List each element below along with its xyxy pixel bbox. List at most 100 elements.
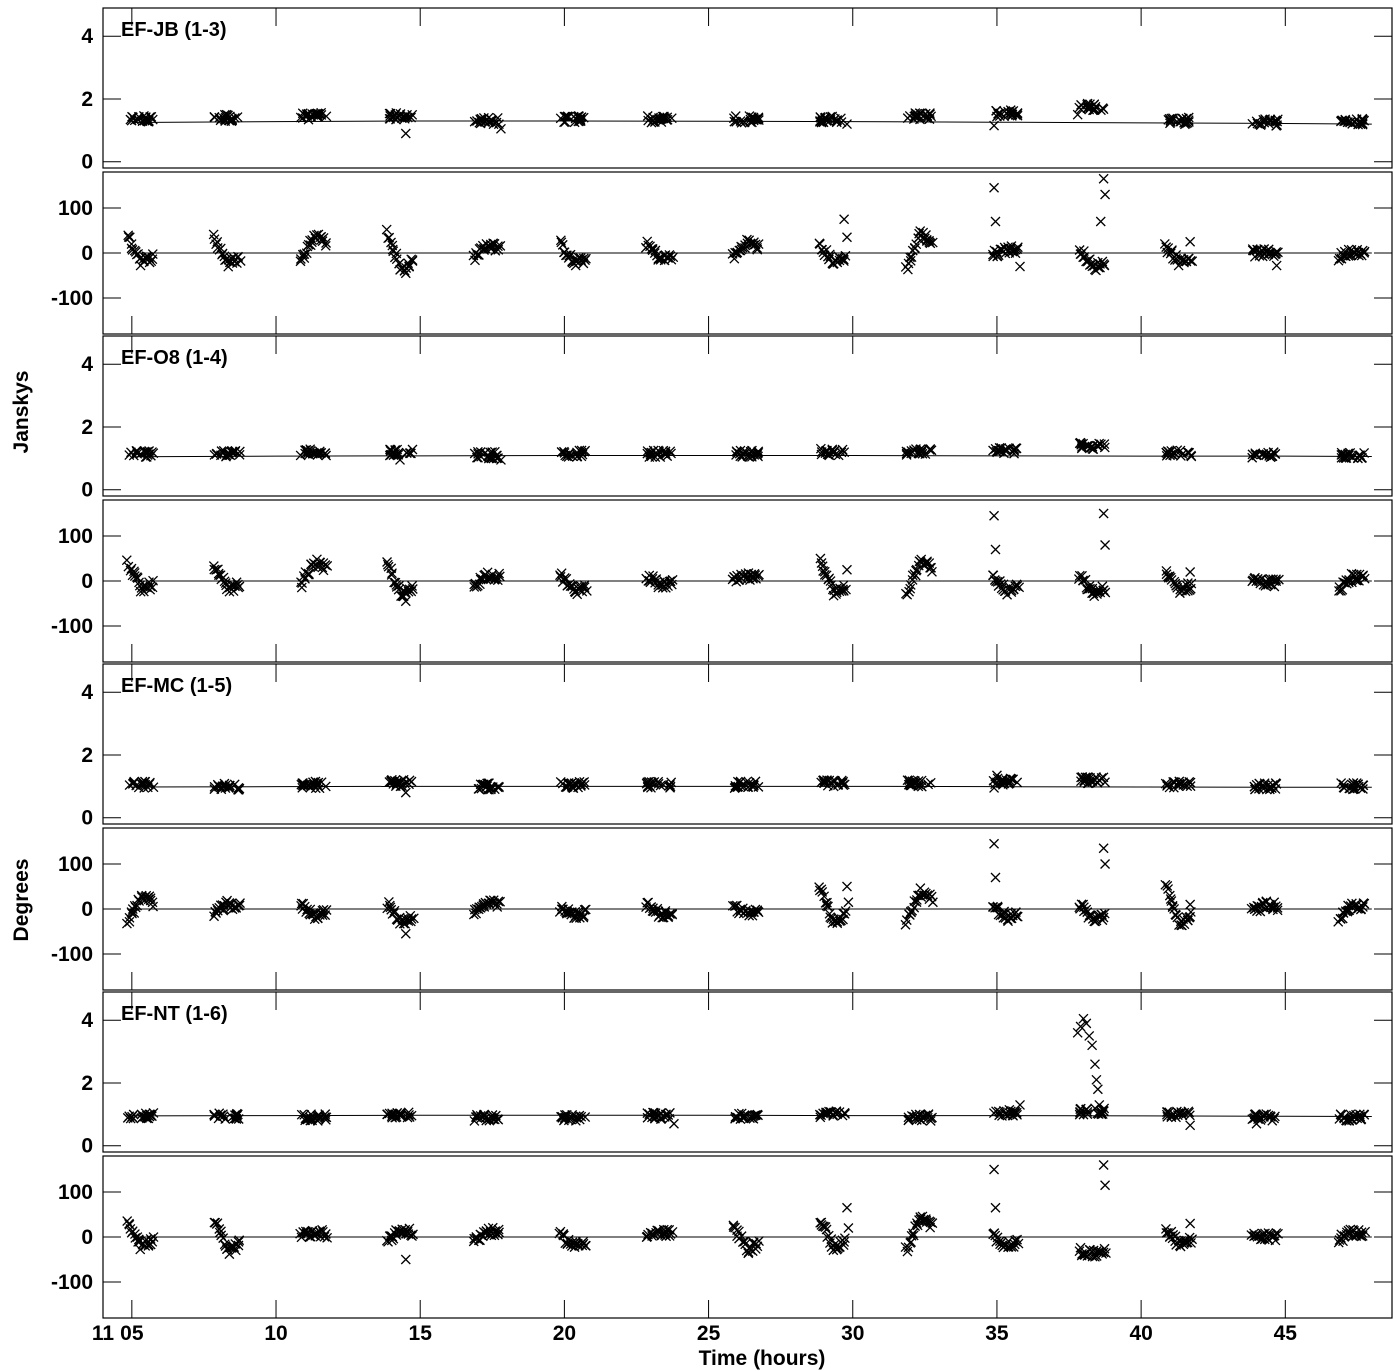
- amplitude-point: [295, 112, 306, 123]
- amplitude-point: [209, 1109, 220, 1120]
- amplitude-point: [1352, 453, 1363, 464]
- amplitude-point: [923, 1109, 934, 1120]
- amplitude-point: [1269, 1113, 1280, 1124]
- amplitude-point: [1177, 449, 1188, 459]
- amplitude-point: [1345, 117, 1355, 128]
- phase-point: [1357, 902, 1368, 912]
- amplitude-point: [999, 106, 1010, 117]
- phase-point: [1271, 246, 1282, 257]
- phase-point: [1095, 216, 1106, 227]
- phase-point: [124, 232, 135, 243]
- amplitude-point: [313, 777, 324, 788]
- phase-point: [571, 1239, 582, 1250]
- phase-point: [1186, 578, 1197, 589]
- amplitude-point: [231, 1110, 242, 1121]
- phase-point: [1271, 260, 1282, 271]
- phase-point: [667, 574, 678, 585]
- phase-point: [753, 239, 764, 250]
- phase-point: [843, 897, 854, 908]
- phase-point: [921, 557, 932, 568]
- amplitude-point: [478, 112, 489, 123]
- amplitude-point: [382, 1109, 393, 1120]
- phase-point: [1172, 579, 1183, 590]
- amplitude-point: [842, 119, 852, 130]
- phase-point: [580, 904, 591, 915]
- amplitude-point: [1258, 114, 1269, 125]
- phase-point: [1012, 244, 1023, 255]
- amplitude-point: [1357, 118, 1368, 129]
- phase-point: [212, 1218, 223, 1229]
- phase-point: [1343, 244, 1354, 255]
- amplitude-point: [301, 109, 312, 120]
- amplitude-point: [816, 777, 827, 788]
- amplitude-point: [1168, 1108, 1179, 1119]
- amplitude-point: [1090, 1059, 1100, 1070]
- phase-point: [494, 1227, 504, 1238]
- x-tick-label: 10: [264, 1322, 287, 1345]
- amplitude-point: [1075, 437, 1086, 448]
- phase-point: [124, 916, 135, 927]
- phase-point: [1161, 565, 1172, 576]
- phase-point: [817, 244, 828, 255]
- phase-point: [665, 251, 676, 262]
- x-tick-label: 35: [985, 1322, 1009, 1345]
- amplitude-point: [996, 443, 1007, 453]
- phase-point: [1080, 574, 1091, 585]
- amplitude-point: [903, 1112, 914, 1123]
- amplitude-point: [1261, 1109, 1272, 1120]
- amplitude-point: [646, 447, 657, 458]
- amplitude-point: [495, 123, 506, 134]
- phase-point: [387, 568, 397, 579]
- phase-point: [145, 581, 156, 592]
- phase-point: [816, 884, 827, 895]
- amplitude-point: [1338, 779, 1349, 790]
- amplitude-point: [1336, 115, 1347, 126]
- amplitude-point: [1094, 1107, 1105, 1118]
- amplitude-point: [822, 115, 833, 126]
- amplitude-point: [739, 1110, 750, 1121]
- amplitude-tick-label: 0: [81, 807, 93, 830]
- amplitude-point: [1344, 1115, 1355, 1126]
- amplitude-point: [1082, 99, 1093, 110]
- phase-point: [821, 1224, 832, 1235]
- x-tick-label: 05: [120, 1322, 144, 1345]
- amplitude-frame: [102, 7, 1393, 169]
- phase-point: [1185, 236, 1196, 247]
- phase-point: [905, 583, 916, 594]
- amplitude-point: [814, 1109, 825, 1120]
- phase-point: [148, 901, 159, 912]
- phase-point: [908, 1230, 919, 1241]
- amplitude-tick-label: 0: [81, 1135, 93, 1158]
- baseline-label: EF-O8 (1-4): [121, 347, 228, 369]
- amplitude-point: [646, 782, 656, 793]
- amplitude-point: [991, 770, 1002, 781]
- phase-point: [407, 584, 418, 594]
- amplitude-point: [829, 446, 839, 457]
- phase-point: [494, 571, 505, 582]
- phase-point: [579, 580, 590, 591]
- phase-point: [668, 252, 679, 263]
- phase-point: [754, 1236, 764, 1247]
- phase-point: [824, 573, 835, 584]
- phase-point: [667, 1227, 678, 1237]
- phase-point: [906, 1230, 917, 1241]
- amplitude-point: [1072, 109, 1083, 120]
- phase-point: [1273, 574, 1284, 585]
- amplitude-point: [1075, 1104, 1086, 1115]
- phase-point: [296, 582, 307, 593]
- phase-point: [915, 226, 926, 237]
- amplitude-point: [748, 779, 759, 790]
- amplitude-point: [574, 116, 585, 127]
- amplitude-point: [559, 1113, 570, 1124]
- amplitude-point: [1359, 447, 1370, 458]
- phase-point: [1167, 900, 1178, 911]
- phase-point: [909, 242, 920, 253]
- phase-point: [927, 566, 937, 577]
- phase-point: [990, 544, 1001, 555]
- amplitude-point: [495, 454, 506, 465]
- phase-point: [927, 237, 938, 248]
- phase-point: [148, 575, 159, 586]
- phase-point: [406, 913, 417, 924]
- phase-point: [234, 1235, 245, 1246]
- amplitude-point: [1081, 1018, 1092, 1029]
